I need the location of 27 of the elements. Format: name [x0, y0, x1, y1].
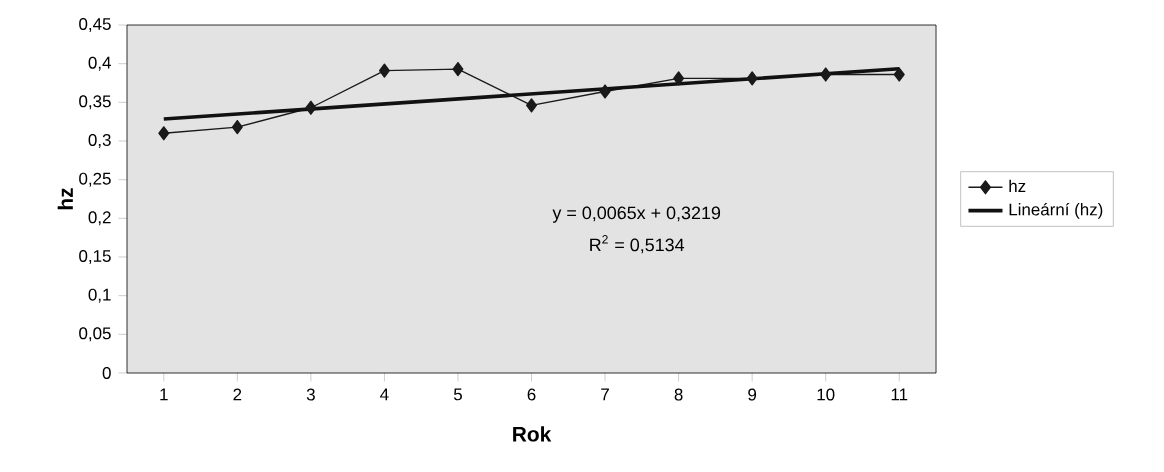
x-tick-label: 7: [601, 388, 609, 401]
x-tick-label: 11: [891, 388, 908, 401]
y-tick-label: 0,35: [79, 95, 111, 110]
y-tick-label: 0,4: [88, 56, 111, 71]
x-tick-label: 1: [160, 388, 168, 401]
x-tick-label: 2: [233, 388, 242, 401]
annotation: R$^{2}$ = 0,5134: [590, 235, 685, 254]
x-axis-title: Rok: [513, 426, 552, 442]
x-tick-label: 8: [674, 388, 683, 401]
x-tick-label: 5: [453, 388, 462, 401]
x-tick-label: 4: [380, 388, 389, 401]
x-tick-label: 3: [306, 388, 315, 401]
x-tick-label: 10: [817, 388, 835, 401]
y-tick-label: 0,1: [88, 288, 111, 303]
x-tick-label: 9: [748, 388, 757, 401]
x-tick-label: 6: [527, 388, 536, 401]
legend-label: hz: [1009, 179, 1026, 192]
y-tick-label: 0,45: [79, 18, 111, 32]
legend-label: Lineární (hz): [1009, 202, 1103, 219]
y-tick-label: 0: [102, 367, 111, 379]
y-tick-label: 0,05: [79, 327, 111, 342]
y-tick-label: 0,2: [88, 211, 111, 226]
y-tick-label: 0,25: [79, 172, 111, 187]
y-axis-title: hz: [57, 188, 73, 210]
annotation: y = 0,0065x + 0,3219: [552, 206, 721, 223]
y-tick-label: 0,15: [79, 250, 111, 264]
y-tick-label: 0,3: [88, 134, 111, 148]
